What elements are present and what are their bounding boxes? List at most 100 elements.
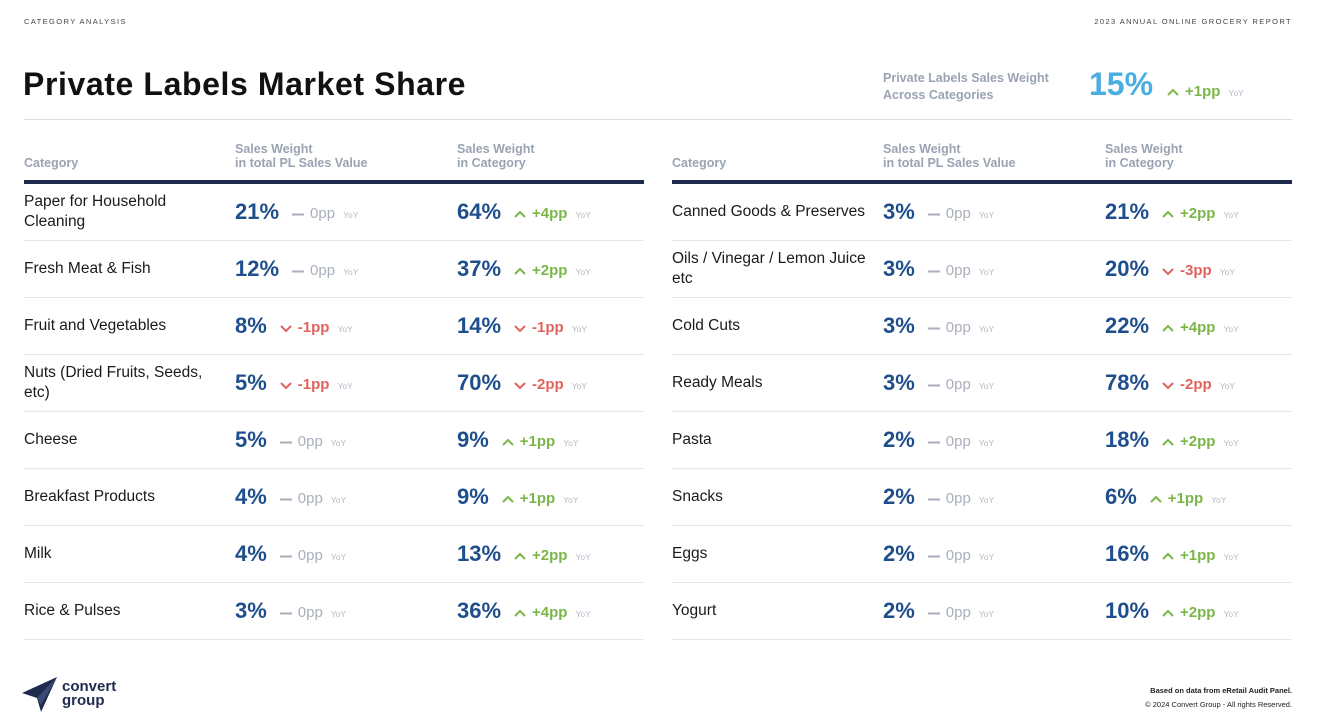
total-share-change-value: 0pp [310, 205, 336, 222]
category-share-change: +4pp YoY [513, 604, 591, 621]
yoy-label: YoY [978, 210, 995, 220]
category-share-value: 20% [1105, 256, 1150, 281]
category-name: Eggs [672, 545, 708, 562]
total-share-change: 0pp YoY [927, 604, 994, 621]
total-share-change: 0pp YoY [279, 547, 346, 564]
column-header-in-category: Sales Weight in Category [457, 142, 535, 170]
total-share-metric: 2% 0pp YoY [883, 427, 994, 453]
category-name: Cold Cuts [672, 317, 741, 334]
chevron-down-icon [280, 381, 292, 389]
dash-icon [279, 555, 292, 557]
chevron-down-icon [514, 324, 526, 332]
table-row: Eggs 2% 0pp YoY 16% +1pp YoY [672, 526, 1292, 583]
table-row: Rice & Pulses 3% 0pp YoY 36% +4pp YoY [24, 583, 644, 640]
dash-icon [927, 327, 940, 329]
category-share-change-value: +4pp [532, 604, 568, 621]
category-share-change-value: +1pp [519, 433, 556, 450]
category-share-metric: 70% -2pp YoY [457, 370, 587, 396]
total-share-change: 0pp YoY [927, 433, 994, 450]
category-share-metric: 21% +2pp YoY [1105, 199, 1239, 225]
total-share-value: 5% [235, 427, 267, 452]
category-name: Snacks [672, 488, 723, 505]
category-name: Pasta [672, 431, 712, 448]
dash-icon [927, 384, 940, 386]
total-share-value: 5% [235, 370, 267, 395]
yoy-label: YoY [343, 210, 359, 220]
category-share-change: +4pp YoY [513, 205, 591, 222]
category-share-change: +2pp YoY [1161, 433, 1239, 450]
page-title: Private Labels Market Share [23, 66, 467, 102]
chevron-up-icon [1162, 609, 1174, 617]
category-share-metric: 6% +1pp YoY [1105, 484, 1227, 510]
total-share-value: 2% [883, 427, 915, 452]
dash-icon [927, 270, 940, 272]
category-name: Canned Goods & Preserves [672, 203, 865, 220]
category-share-value: 36% [457, 598, 502, 623]
column-header-in-category: Sales Weight in Category [1105, 142, 1183, 170]
category-share-change: +2pp YoY [513, 262, 591, 279]
dash-icon [927, 213, 940, 215]
total-share-metric: 5% -1pp YoY [235, 370, 353, 396]
category-share-change: +1pp YoY [501, 433, 579, 450]
total-share-metric: 4% 0pp YoY [235, 484, 346, 510]
category-share-value: 14% [457, 313, 502, 338]
table-row: Cheese 5% 0pp YoY 9% +1pp YoY [24, 412, 644, 469]
category-share-metric: 9% +1pp YoY [457, 484, 579, 510]
dash-icon [927, 612, 940, 614]
total-share-metric: 3% 0pp YoY [883, 199, 994, 225]
chevron-up-icon [1162, 324, 1174, 332]
yoy-label: YoY [978, 609, 995, 619]
yoy-label: YoY [1223, 552, 1239, 562]
column-header-cat-line2: in Category [457, 156, 526, 170]
total-share-value: 12% [235, 256, 280, 281]
category-share-value: 78% [1105, 370, 1150, 395]
total-share-value: 3% [883, 313, 915, 338]
total-share-change-value: -1pp [297, 376, 330, 393]
category-share-metric: 18% +2pp YoY [1105, 427, 1239, 453]
column-header-total-line1: Sales Weight [883, 142, 961, 156]
total-share-change: 0pp YoY [279, 604, 346, 621]
category-share-change-value: +2pp [532, 547, 568, 564]
yoy-label: YoY [563, 495, 579, 505]
total-share-change-value: 0pp [297, 604, 323, 621]
chevron-up-icon [514, 267, 526, 275]
total-share-metric: 3% 0pp YoY [883, 313, 994, 339]
total-share-value: 3% [883, 199, 915, 224]
total-share-change-value: 0pp [297, 433, 323, 450]
chevron-down-icon [1162, 267, 1174, 275]
category-share-metric: 37% +2pp YoY [457, 256, 591, 282]
summary-change: +1pp YoY [1166, 83, 1244, 100]
yoy-label: YoY [571, 324, 588, 334]
category-name: Paper for Household Cleaning [24, 193, 167, 230]
header-divider [24, 119, 1292, 120]
yoy-label: YoY [1219, 267, 1236, 277]
column-header-cat-line1: Sales Weight [1105, 142, 1183, 156]
table-row: Canned Goods & Preserves 3% 0pp YoY 21% +2pp Y… [672, 184, 1292, 241]
category-share-metric: 9% +1pp YoY [457, 427, 579, 453]
category-share-change: -3pp YoY [1161, 262, 1235, 279]
category-name: Milk [24, 545, 52, 562]
total-share-change: 0pp YoY [927, 262, 994, 279]
total-share-change: 0pp YoY [927, 205, 994, 222]
chevron-up-icon [1162, 552, 1174, 560]
total-share-change-value: 0pp [945, 319, 971, 336]
category-share-change: +1pp YoY [1161, 547, 1239, 564]
column-header-category: Category [672, 156, 727, 170]
category-share-value: 37% [457, 256, 502, 281]
total-share-value: 3% [883, 256, 915, 281]
total-share-value: 21% [235, 199, 280, 224]
total-share-metric: 4% 0pp YoY [235, 541, 346, 567]
total-share-change: -1pp YoY [279, 319, 353, 336]
total-share-change: -1pp YoY [279, 376, 353, 393]
total-share-value: 3% [235, 598, 267, 623]
yoy-label: YoY [575, 609, 591, 619]
total-share-metric: 3% 0pp YoY [883, 370, 994, 396]
chevron-up-icon [1162, 438, 1174, 446]
total-share-value: 8% [235, 313, 267, 338]
paper-plane-icon [22, 677, 57, 712]
yoy-label: YoY [575, 267, 591, 277]
chevron-up-icon [502, 495, 514, 503]
dash-icon [279, 498, 292, 500]
column-header-total-line2: in total PL Sales Value [883, 156, 1016, 170]
yoy-label: YoY [1223, 324, 1239, 334]
